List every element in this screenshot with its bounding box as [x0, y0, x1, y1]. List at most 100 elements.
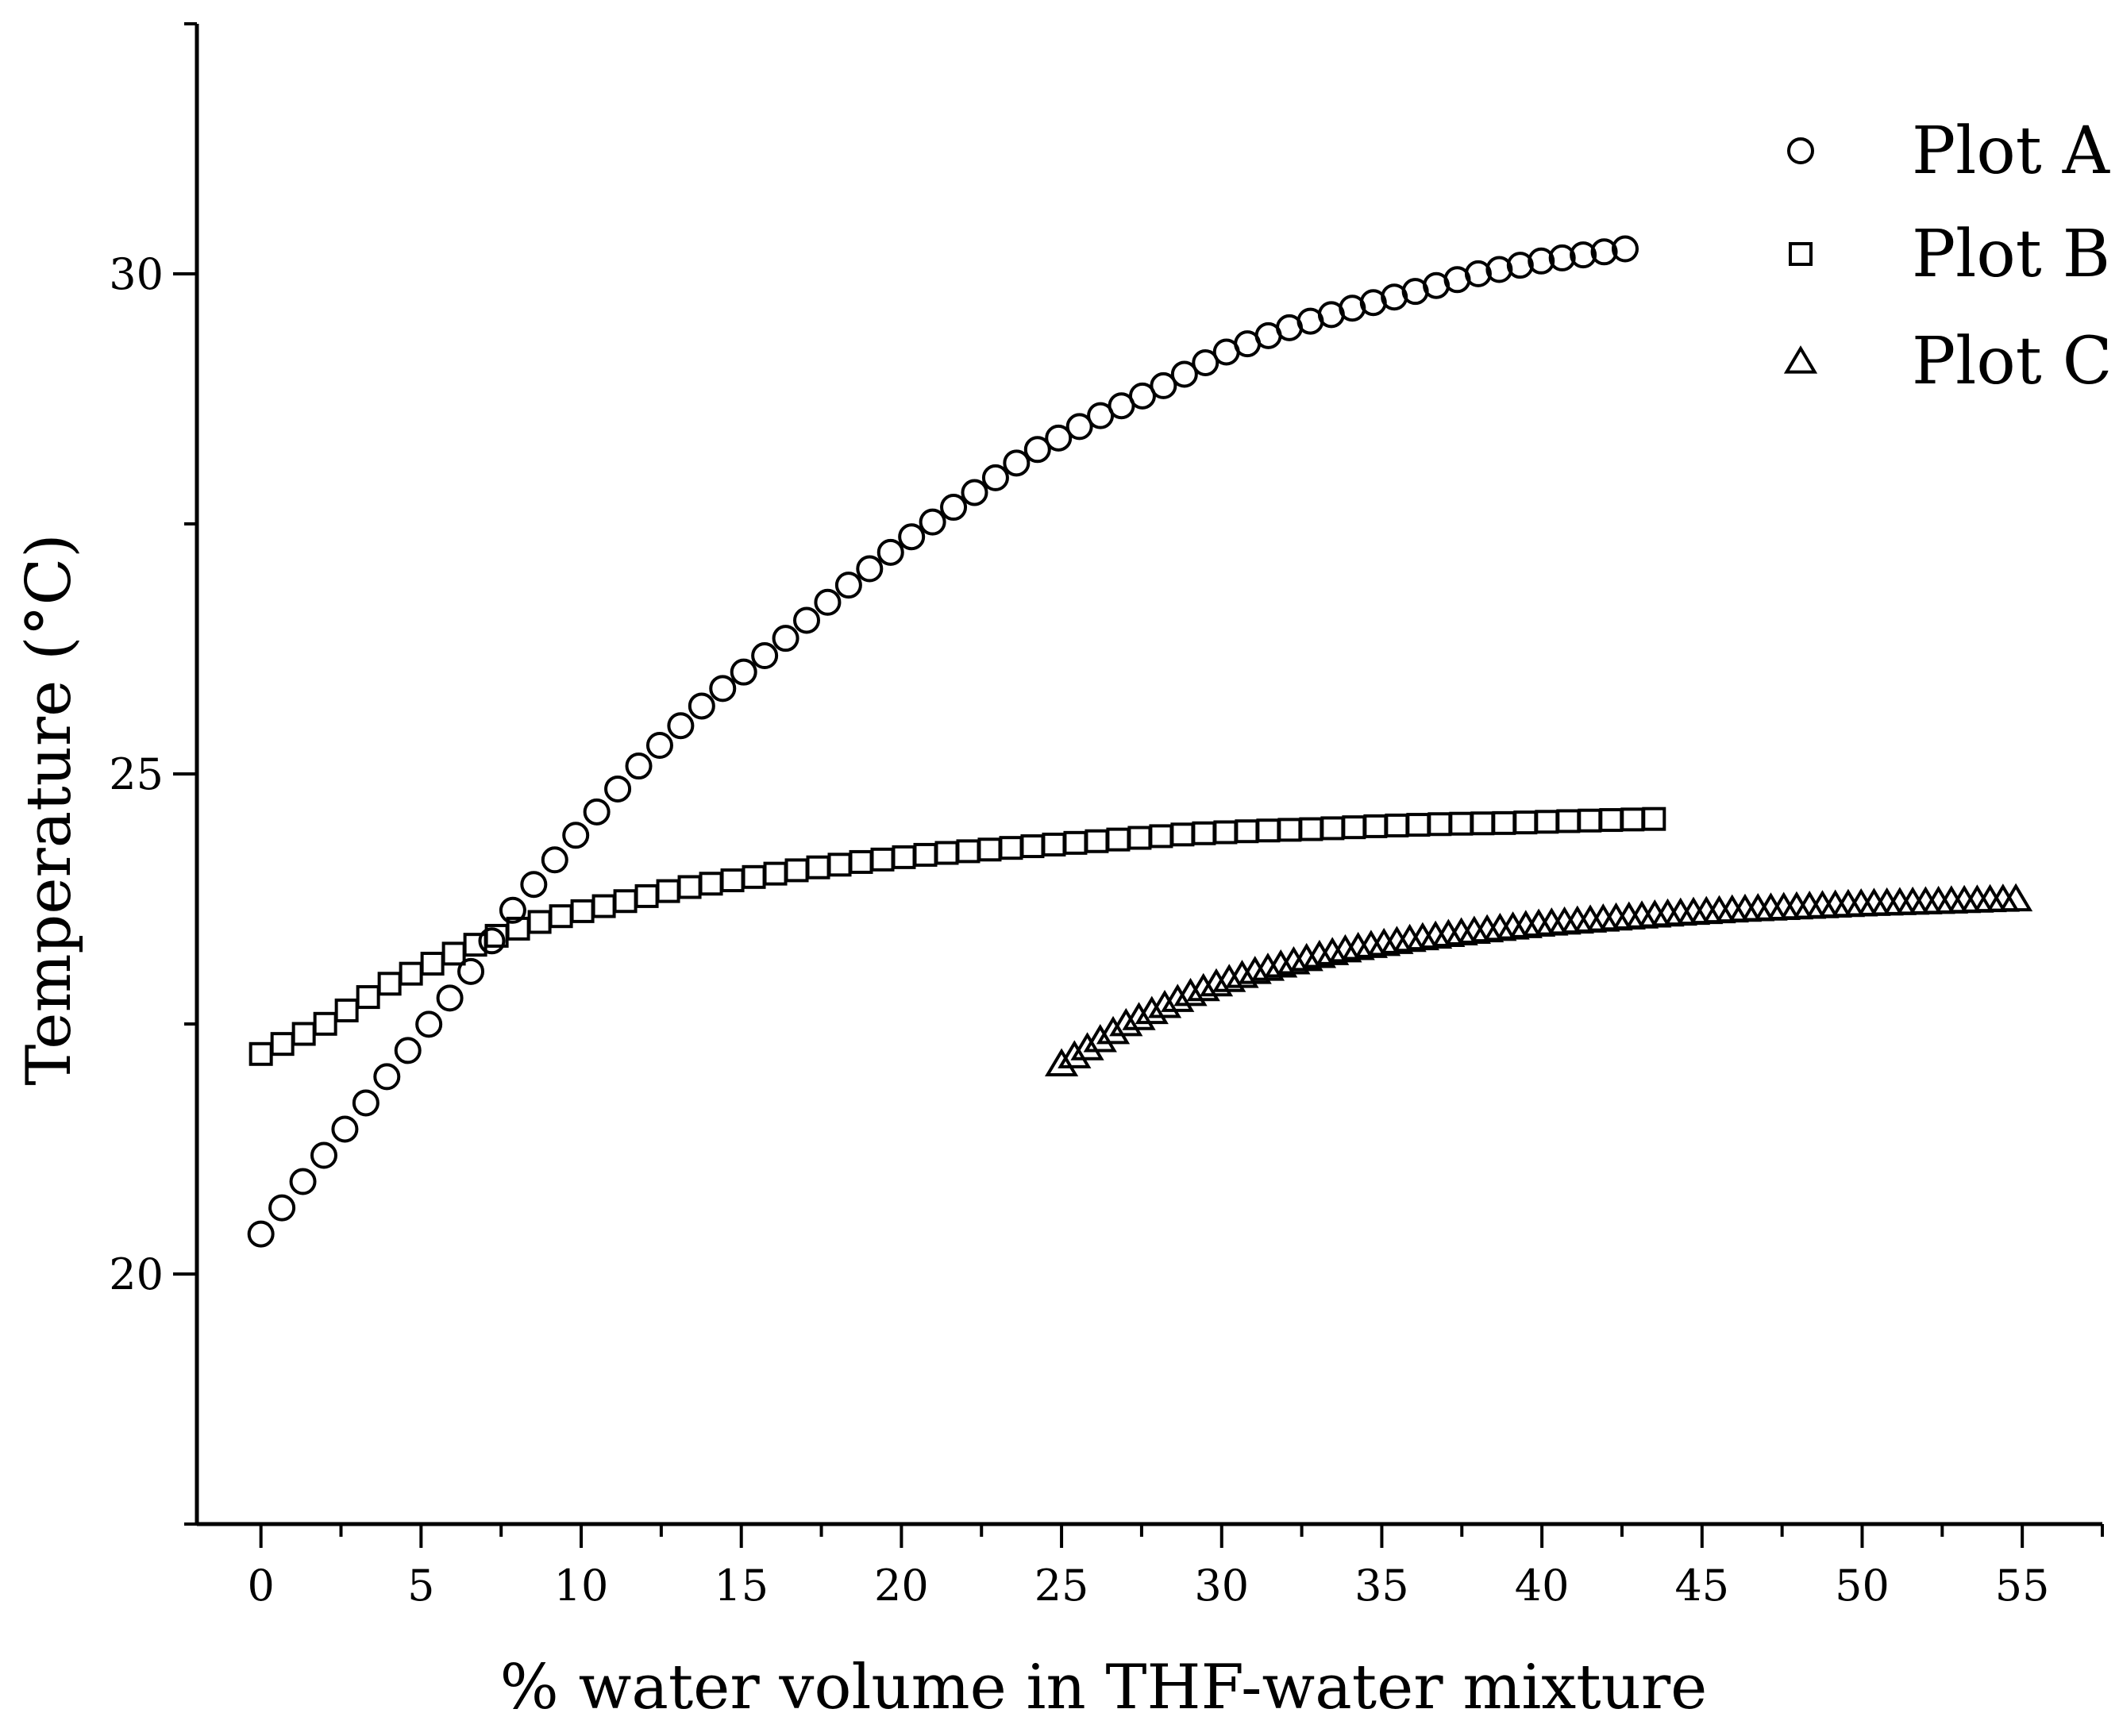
data-point — [913, 842, 938, 867]
data-point — [1277, 945, 1311, 975]
data-point — [310, 1141, 337, 1169]
data-point — [1150, 371, 1177, 399]
data-point — [834, 572, 862, 599]
data-point — [1431, 918, 1466, 948]
data-point — [1085, 829, 1109, 853]
data-point — [583, 798, 611, 826]
data-point — [1020, 834, 1045, 859]
data-point — [1277, 818, 1302, 842]
data-point — [1578, 808, 1602, 833]
data-point — [1238, 956, 1272, 984]
data-point — [870, 847, 895, 872]
data-point — [249, 1041, 273, 1066]
data-point — [441, 941, 466, 966]
data-point — [1485, 256, 1513, 283]
data-point — [1548, 244, 1576, 271]
legend: Plot A Plot B Plot C — [1783, 114, 2113, 399]
data-point — [1570, 241, 1597, 269]
data-point — [1250, 953, 1285, 981]
data-point — [1044, 1048, 1079, 1076]
data-point — [634, 883, 659, 908]
data-point — [352, 1089, 379, 1117]
x-tick-label: 5 — [407, 1561, 434, 1611]
data-point — [849, 849, 873, 874]
series-plot-a — [247, 235, 1639, 1248]
data-point — [667, 712, 695, 740]
data-point — [1161, 983, 1195, 1012]
data-point — [562, 822, 590, 849]
data-point — [527, 910, 552, 934]
data-point — [499, 896, 526, 924]
data-point — [1192, 821, 1216, 845]
data-point — [1444, 917, 1478, 946]
legend-marker-triangle — [1783, 345, 1818, 374]
data-point — [751, 642, 779, 670]
data-point — [742, 864, 766, 889]
data-point — [1492, 810, 1516, 835]
data-point — [730, 658, 757, 686]
data-point — [1599, 808, 1624, 833]
data-point — [1289, 942, 1323, 972]
legend-label: Plot B — [1912, 217, 2110, 292]
data-point — [1342, 815, 1366, 840]
data-point — [919, 508, 946, 536]
data-point — [1212, 964, 1246, 992]
data-point — [688, 692, 715, 720]
data-point — [613, 889, 638, 914]
data-point — [1427, 812, 1452, 837]
series-plot-c — [1044, 883, 2033, 1076]
data-point — [1109, 1007, 1143, 1037]
x-axis-title: % water volume in THF-water mixture — [500, 1652, 1708, 1723]
data-point — [1449, 811, 1474, 836]
data-point — [1528, 247, 1555, 275]
legend-label: Plot C — [1912, 324, 2113, 399]
data-point — [1149, 824, 1173, 849]
data-point — [814, 588, 842, 616]
data-point — [356, 985, 380, 1010]
data-point — [331, 1115, 359, 1143]
data-point — [806, 855, 830, 880]
data-point — [1063, 830, 1088, 855]
x-tick-label: 55 — [1995, 1561, 2050, 1611]
data-point — [1023, 436, 1051, 464]
data-point — [1998, 883, 2033, 912]
data-point — [1354, 930, 1389, 958]
data-point — [956, 839, 981, 864]
data-point — [1192, 348, 1219, 376]
data-point — [1045, 424, 1073, 452]
data-point — [1611, 235, 1639, 263]
data-point — [1096, 1015, 1131, 1045]
data-point — [977, 837, 1002, 862]
data-point — [1173, 977, 1208, 1007]
data-point — [999, 836, 1023, 860]
data-point — [1083, 1024, 1117, 1053]
data-point — [1186, 972, 1220, 1002]
data-point — [463, 933, 487, 957]
data-point — [1199, 968, 1234, 997]
data-point — [793, 606, 820, 634]
data-point — [1070, 1032, 1104, 1060]
data-point — [1316, 937, 1350, 965]
data-point — [827, 853, 852, 877]
legend-marker-square — [1789, 242, 1813, 266]
data-point — [457, 957, 485, 985]
data-point — [763, 861, 788, 886]
x-tick-label: 25 — [1034, 1561, 1089, 1611]
data-point — [415, 1010, 443, 1038]
data-point — [1393, 923, 1427, 953]
data-point — [334, 998, 359, 1022]
x-tick-label: 45 — [1674, 1561, 1729, 1611]
data-point — [1406, 813, 1431, 837]
data-point — [1058, 1040, 1092, 1068]
data-point — [570, 899, 595, 923]
data-point — [1106, 827, 1131, 852]
x-tick-label: 40 — [1515, 1561, 1570, 1611]
data-point — [604, 775, 632, 803]
data-point — [1235, 819, 1259, 844]
data-point — [1385, 813, 1409, 837]
data-point — [645, 732, 673, 760]
data-point — [1320, 816, 1345, 841]
data-point — [420, 952, 445, 976]
data-point — [291, 1022, 316, 1046]
